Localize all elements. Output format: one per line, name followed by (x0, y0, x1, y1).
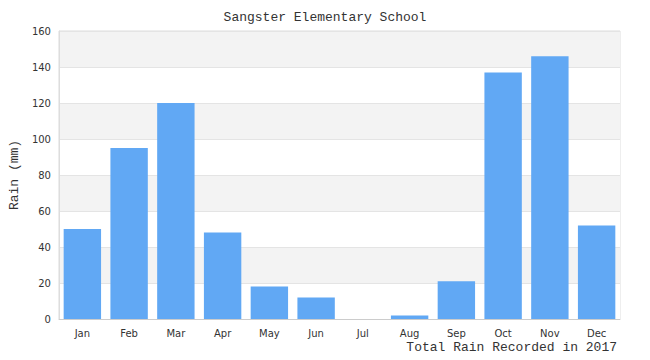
svg-text:Apr: Apr (214, 328, 232, 339)
svg-text:Jul: Jul (356, 328, 369, 339)
svg-text:Nov: Nov (540, 328, 560, 339)
svg-text:Sep: Sep (447, 328, 466, 339)
svg-text:Feb: Feb (120, 328, 138, 339)
svg-text:Mar: Mar (166, 328, 186, 339)
svg-text:Jan: Jan (74, 328, 90, 339)
svg-text:80: 80 (38, 170, 51, 181)
svg-text:0: 0 (45, 314, 51, 325)
svg-text:140: 140 (32, 62, 51, 73)
svg-text:100: 100 (32, 134, 51, 145)
svg-text:40: 40 (38, 242, 51, 253)
svg-text:Dec: Dec (587, 328, 606, 339)
svg-text:Total Rain Recorded in 2017: Total Rain Recorded in 2017 (406, 340, 617, 355)
svg-text:Oct: Oct (494, 328, 511, 339)
svg-text:20: 20 (38, 278, 51, 289)
svg-text:120: 120 (32, 98, 51, 109)
svg-text:Rain (mm): Rain (mm) (7, 140, 22, 210)
svg-text:60: 60 (38, 206, 51, 217)
svg-text:Jun: Jun (307, 328, 324, 339)
svg-text:160: 160 (32, 26, 51, 37)
svg-text:Aug: Aug (400, 328, 420, 339)
svg-text:May: May (259, 328, 280, 339)
svg-text:Sangster Elementary School: Sangster Elementary School (224, 10, 427, 25)
